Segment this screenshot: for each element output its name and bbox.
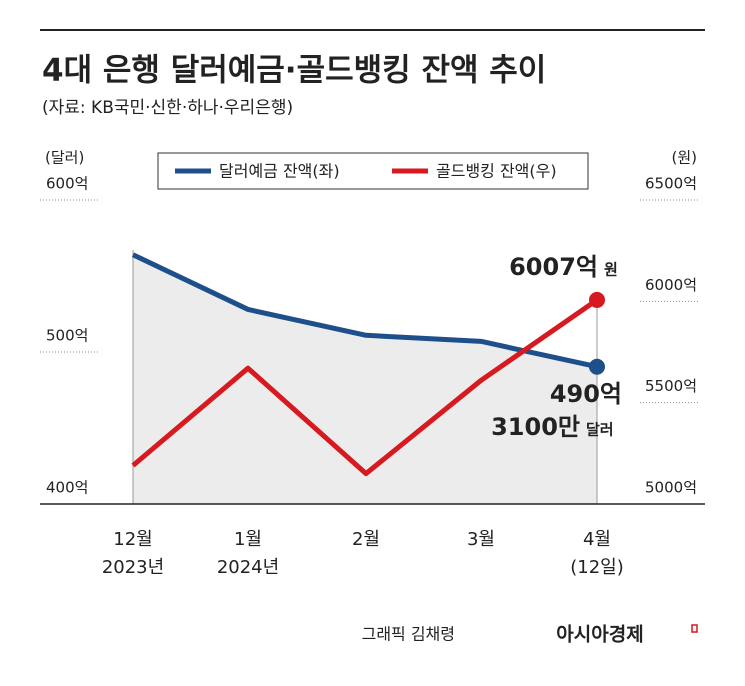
chart-title: 4대 은행 달러예금·골드뱅킹 잔액 추이 (42, 53, 546, 89)
value-label-unit: 달러 (586, 421, 614, 439)
x-tick-label: 12월 (113, 529, 152, 550)
legend-label: 골드뱅킹 잔액(우) (436, 162, 557, 181)
x-tick-sublabel: 2023년 (102, 557, 164, 578)
legend-label: 달러예금 잔액(좌) (219, 162, 340, 181)
x-tick-sublabel: 2024년 (217, 557, 279, 578)
end-marker (589, 358, 605, 375)
value-label: 490억 (550, 380, 622, 408)
legend-box (157, 152, 589, 190)
value-label: 6007억 (509, 253, 598, 281)
y-unit: (달러) (45, 149, 84, 167)
y-tick-label: 600억 (46, 175, 88, 193)
x-tick-label: 2월 (352, 529, 380, 550)
x-tick-label: 1월 (234, 529, 262, 550)
brand: 아시아경제 (556, 624, 643, 646)
area (133, 254, 597, 504)
chart-subtitle: (자료: KB국민·신한·하나·우리은행) (42, 98, 293, 118)
value-label-unit: 원 (604, 261, 618, 279)
end-marker (589, 291, 605, 308)
credit: 그래픽 김채령 (362, 625, 455, 644)
y2-tick-label: 6500억 (645, 175, 697, 193)
y2-tick-label: 5500억 (645, 377, 697, 395)
y2-tick-label: 6000억 (645, 276, 697, 294)
y-tick-label: 400억 (46, 479, 88, 497)
y2-unit: (원) (671, 149, 697, 167)
brand-mark (691, 624, 698, 633)
y-tick-label: 500억 (46, 327, 88, 345)
x-tick-label: 4월 (583, 529, 611, 550)
x-tick-sublabel: (12일) (570, 557, 624, 578)
y2-tick-label: 5000억 (645, 479, 697, 497)
series-line (131, 297, 599, 477)
series-line (131, 252, 598, 370)
x-tick-label: 3월 (467, 529, 495, 550)
value-label: 3100만 (491, 413, 580, 441)
